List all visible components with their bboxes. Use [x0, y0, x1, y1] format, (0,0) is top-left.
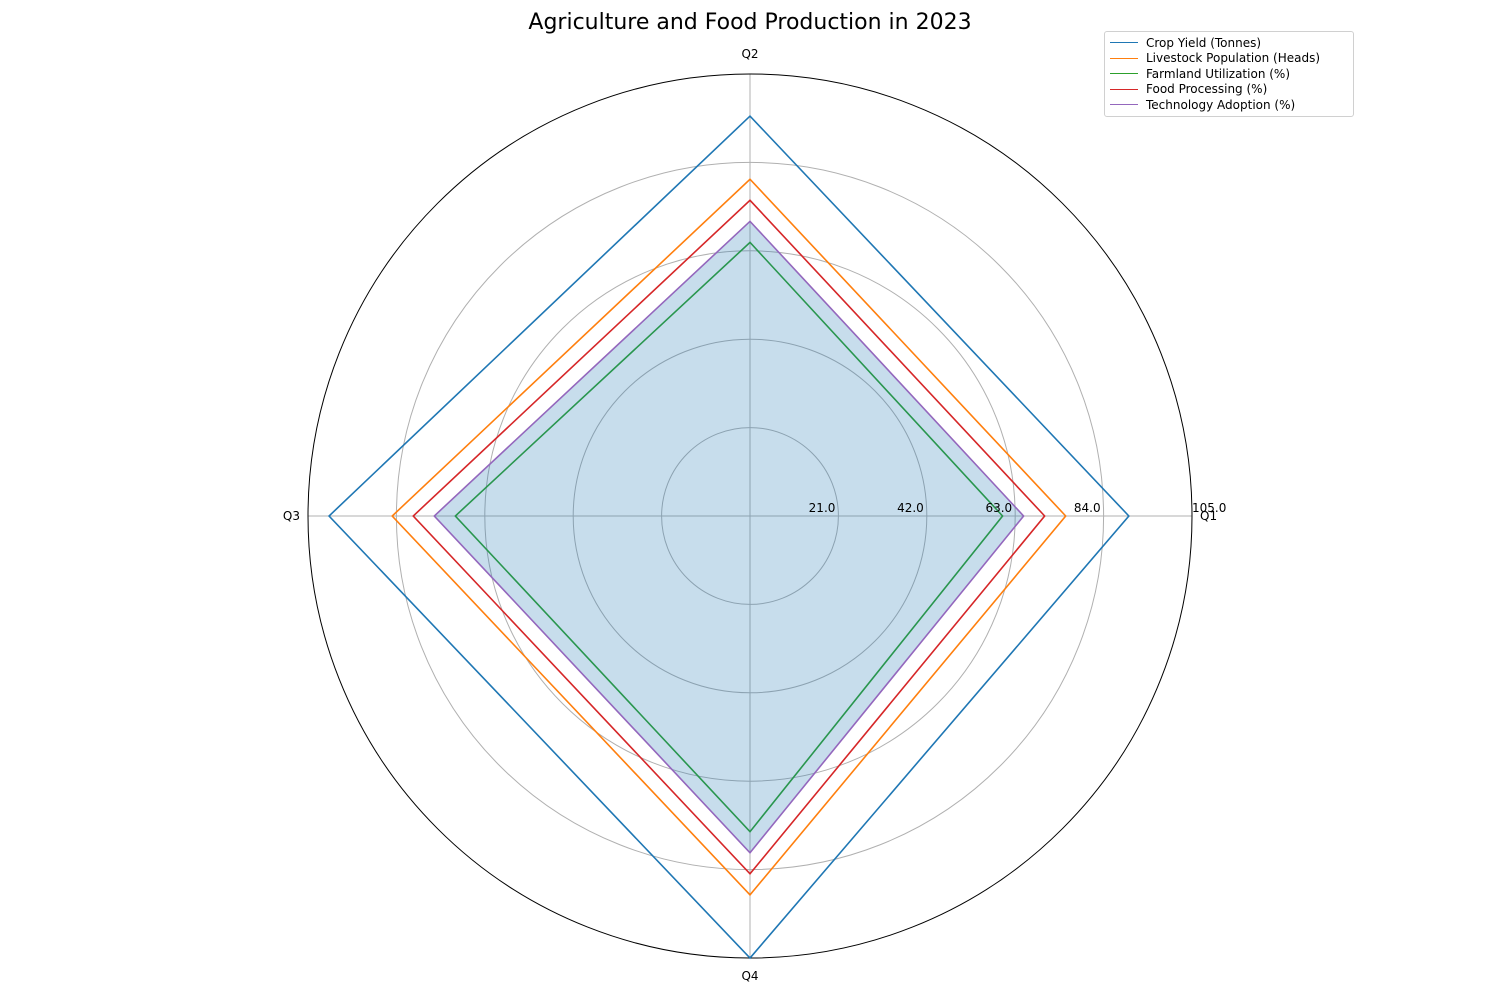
legend-item: Crop Yield (Tonnes) [1105, 35, 1353, 51]
category-label-q1: Q1 [1200, 509, 1217, 523]
legend-item: Technology Adoption (%) [1105, 97, 1353, 113]
legend-label: Technology Adoption (%) [1146, 97, 1296, 112]
series-line-1 [327, 114, 1130, 960]
legend-swatch [1110, 104, 1138, 106]
chart-title: Agriculture and Food Production in 2023 [528, 10, 972, 35]
series-line-3 [454, 241, 1004, 833]
radial-tick-label: 84.0 [1074, 501, 1101, 515]
legend-swatch [1110, 73, 1138, 75]
legend: Crop Yield (Tonnes) Livestock Population … [1104, 31, 1354, 117]
series-line-2 [391, 178, 1067, 897]
legend-swatch [1110, 42, 1138, 44]
legend-swatch [1110, 57, 1138, 59]
legend-swatch [1110, 88, 1138, 90]
legend-item: Livestock Population (Heads) [1105, 51, 1353, 67]
radial-tick-label: 21.0 [809, 501, 836, 515]
series-line-5 [433, 220, 1025, 854]
legend-label: Food Processing (%) [1146, 82, 1268, 97]
category-label-q4: Q4 [741, 969, 758, 983]
radial-tick-label: 105.0 [1192, 501, 1226, 515]
category-label-q2: Q2 [741, 47, 758, 61]
legend-label: Livestock Population (Heads) [1146, 51, 1321, 66]
series-line-4 [412, 199, 1046, 876]
radial-tick-label: 42.0 [897, 501, 924, 515]
legend-label: Crop Yield (Tonnes) [1146, 35, 1262, 50]
series-fill-5 [434, 221, 1024, 853]
legend-item: Food Processing (%) [1105, 82, 1353, 98]
radial-tick-label: 63.0 [985, 501, 1012, 515]
category-label-q3: Q3 [283, 509, 300, 523]
legend-item: Farmland Utilization (%) [1105, 66, 1353, 82]
legend-label: Farmland Utilization (%) [1146, 66, 1290, 81]
